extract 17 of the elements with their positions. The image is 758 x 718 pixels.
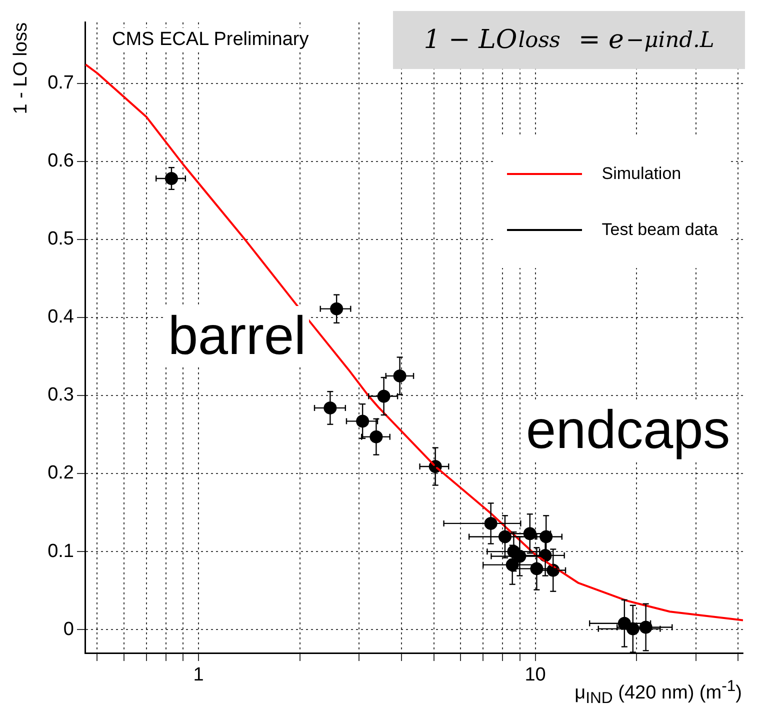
y-tick-label: 0.2 (48, 462, 74, 484)
annotation: endcaps (523, 400, 734, 460)
y-tick-label: 0.4 (48, 306, 74, 328)
chart-title: CMS ECAL Preliminary (108, 28, 313, 52)
x-axis-title: μ$_{IND}$ (420 nm) (m$^{-1}$) (574, 678, 742, 708)
y-tick-label: 0.3 (48, 384, 74, 406)
annotation: barrel (165, 306, 310, 366)
legend-label: Test beam data (602, 220, 718, 240)
y-tick-label: 0.1 (48, 540, 74, 562)
y-tick-label: 0.7 (48, 72, 74, 94)
legend-label: Simulation (602, 164, 682, 184)
y-axis-title: 1 - LO loss (10, 22, 32, 114)
x-tick-label: 10 (524, 664, 546, 686)
y-tick-label: 0 (63, 618, 74, 640)
y-tick-label: 0.6 (48, 150, 74, 172)
x-tick-label: 1 (193, 664, 204, 686)
y-tick-label: 0.5 (48, 228, 74, 250)
